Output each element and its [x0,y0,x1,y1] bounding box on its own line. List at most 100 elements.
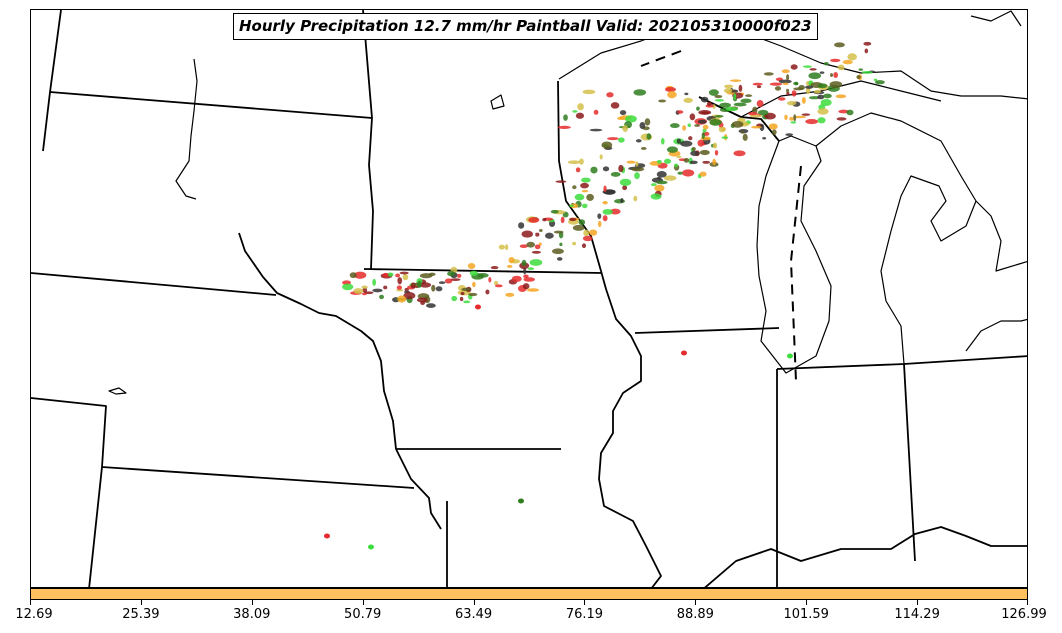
precip-blob [680,140,693,147]
colorbar-tick [362,600,364,605]
precip-blob [838,109,850,114]
precip-blob [597,213,602,219]
precip-blob [677,171,683,175]
precip-blob [700,111,710,115]
precip-blob [646,133,652,140]
precip-blob [756,85,762,89]
precip-blob [539,228,543,233]
precip-blob [395,273,401,278]
precip-blob [372,288,383,293]
precip-blob [619,178,632,186]
precip-blob [699,149,710,156]
precip-blob [724,84,734,89]
precip-blob [518,222,525,229]
precip-blob [545,232,554,239]
precip-blob [873,78,878,82]
precip-blob [805,118,819,125]
precip-blob [706,101,712,106]
precip-blob [606,92,614,98]
precip-blob [472,281,476,288]
precip-blob [837,64,845,71]
lake-michigan-shore [756,135,832,374]
colorbar-tick [695,600,697,605]
precip-blob [697,139,705,147]
precip-blob [626,160,636,164]
precip-blob [397,277,403,285]
precip-blob [676,138,681,144]
precip-blob [847,53,857,61]
precip-blob [712,158,717,166]
precip-blob [633,195,638,202]
precip-blob [523,277,536,282]
precip-blob [829,73,833,78]
precip-blob [397,295,407,303]
precip-blob [410,282,416,289]
colorbar-tick [30,600,31,605]
precip-blob [426,303,436,308]
precip-blob [522,283,530,290]
precip-blob [714,149,719,156]
precip-blob [505,244,509,251]
precip-blob [745,94,753,98]
precip-blob [856,75,861,79]
precip-blob [747,112,758,116]
precip-blob [801,113,811,116]
precip-blob [580,182,589,189]
precip-blob [602,208,613,215]
precip-blob [682,125,687,131]
precip-blob [793,114,797,122]
precip-blob [635,161,639,167]
precip-blob [663,175,677,181]
precip-blob [791,90,797,97]
precip-blob [578,219,586,226]
precip-blob [697,119,707,124]
precip-blob [749,114,762,118]
colorbar-tick-label: 12.69 [15,607,53,622]
precip-blob [790,64,798,70]
precip-blob [581,177,591,183]
precip-blob [833,71,839,78]
precip-blob [511,275,522,282]
state-border-mn-wi [557,80,602,272]
precip-blob [581,189,589,193]
precip-blob [808,96,820,100]
ohio-river [704,526,1027,587]
colorbar-tick [251,600,253,605]
precip-blob [721,136,729,139]
precip-blob [808,72,822,80]
precip-blob [438,281,446,285]
precip-blob [577,103,584,111]
precip-blob [639,122,646,130]
precip-blob [349,272,357,279]
colorbar-tick [140,600,142,605]
precip-blob [702,124,709,130]
precip-blob [759,123,765,132]
precip-blob [572,110,578,113]
precip-blob [451,295,458,302]
precip-blob [650,183,657,187]
precip-blob [667,91,677,99]
state-border-mn-west [362,10,374,270]
colorbar-tick-label: 101.59 [783,607,829,622]
precip-blob [622,185,628,191]
precip-blob [777,97,786,101]
precip-blob [559,242,563,247]
state-border-sd-ne [31,272,277,296]
colorbar-tick-label: 88.89 [676,607,714,622]
precip-blob [602,166,610,172]
precip-blob [663,158,672,164]
precip-blob [829,81,843,88]
colorbar-tick-label: 50.79 [344,607,382,622]
precip-blob [396,288,404,292]
precip-blob [690,150,700,157]
precip-blob [353,271,367,279]
precip-blob [656,159,662,164]
precip-blob [526,288,540,292]
precip-blob [534,244,541,250]
precip-blob [819,71,825,74]
precip-blob [687,123,692,127]
precip-blob [790,121,797,124]
precip-blob [730,79,742,82]
precip-blob [789,116,794,121]
precip-blob [563,114,568,121]
